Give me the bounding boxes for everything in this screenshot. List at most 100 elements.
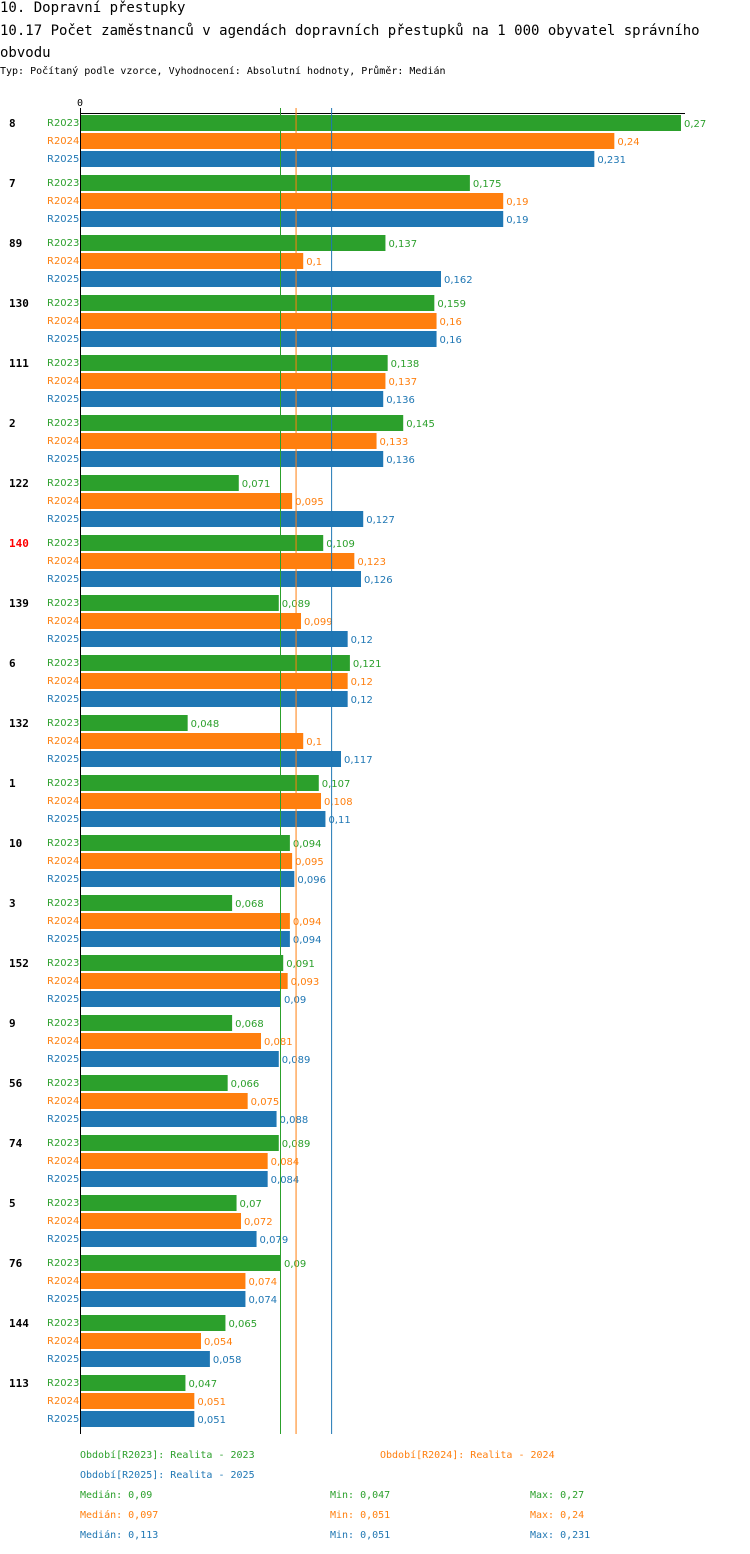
- value-label: 0,1: [306, 257, 322, 268]
- value-label: 0,24: [617, 137, 639, 148]
- bar-R2025-8: [81, 151, 595, 167]
- series-label: R2025: [47, 1114, 79, 1125]
- value-label: 0,095: [295, 497, 324, 508]
- bar-R2023-74: [81, 1135, 279, 1151]
- value-label: 0,066: [231, 1079, 260, 1090]
- bar-R2025-113: [81, 1411, 195, 1427]
- bar-R2025-144: [81, 1351, 210, 1367]
- bar-R2025-3: [81, 931, 290, 947]
- legend-r2023: Období[R2023]: Realita - 2023: [80, 1450, 255, 1461]
- bar-R2023-144: [81, 1315, 226, 1331]
- series-label: R2025: [47, 454, 79, 465]
- series-label: R2024: [47, 1036, 79, 1047]
- value-label: 0,075: [251, 1097, 280, 1108]
- value-label: 0,138: [391, 359, 420, 370]
- series-label: R2024: [47, 736, 79, 747]
- category-label-5: 5: [9, 1197, 16, 1210]
- bar-R2024-74: [81, 1153, 268, 1169]
- series-label: R2024: [47, 496, 79, 507]
- series-label: R2025: [47, 1414, 79, 1425]
- series-label: R2023: [47, 1138, 79, 1149]
- category-label-2: 2: [9, 417, 16, 430]
- series-label: R2023: [47, 898, 79, 909]
- series-label: R2023: [47, 658, 79, 669]
- series-label: R2025: [47, 1294, 79, 1305]
- chart-subtitle: 10.17 Počet zaměstnanců v agendách dopra…: [0, 23, 700, 61]
- series-label: R2024: [47, 1096, 79, 1107]
- value-label: 0,079: [260, 1235, 289, 1246]
- series-label: R2025: [47, 154, 79, 165]
- bar-R2025-130: [81, 331, 437, 347]
- series-label: R2023: [47, 298, 79, 309]
- series-label: R2024: [47, 796, 79, 807]
- series-label: R2024: [47, 436, 79, 447]
- value-label: 0,117: [344, 755, 373, 766]
- series-label: R2023: [47, 778, 79, 789]
- bar-R2025-122: [81, 511, 364, 527]
- value-label: 0,068: [235, 899, 264, 910]
- bar-R2024-140: [81, 553, 355, 569]
- series-label: R2023: [47, 1378, 79, 1389]
- bar-R2023-8: [81, 115, 681, 131]
- value-label: 0,058: [213, 1355, 242, 1366]
- category-label-122: 122: [9, 477, 29, 490]
- bar-R2025-152: [81, 991, 281, 1007]
- bar-R2024-6: [81, 673, 348, 689]
- category-label-9: 9: [9, 1017, 16, 1030]
- bar-R2025-9: [81, 1051, 279, 1067]
- bar-R2023-152: [81, 955, 284, 971]
- category-label-152: 152: [9, 957, 29, 970]
- value-label: 0,12: [351, 695, 373, 706]
- bar-R2025-76: [81, 1291, 246, 1307]
- series-label: R2025: [47, 1174, 79, 1185]
- category-label-89: 89: [9, 237, 22, 250]
- value-label: 0,108: [324, 797, 353, 808]
- series-label: R2025: [47, 754, 79, 765]
- value-label: 0,231: [597, 155, 626, 166]
- series-label: R2023: [47, 538, 79, 549]
- value-label: 0,109: [326, 539, 355, 550]
- bar-R2025-5: [81, 1231, 257, 1247]
- value-label: 0,084: [271, 1157, 300, 1168]
- bar-R2024-56: [81, 1093, 248, 1109]
- value-label: 0,084: [271, 1175, 300, 1186]
- bar-R2023-89: [81, 235, 386, 251]
- bar-R2025-2: [81, 451, 384, 467]
- legend-r2024: Období[R2024]: Realita - 2024: [380, 1450, 555, 1461]
- bar-R2024-130: [81, 313, 437, 329]
- bar-R2025-74: [81, 1171, 268, 1187]
- series-label: R2025: [47, 274, 79, 285]
- series-label: R2023: [47, 238, 79, 249]
- value-label: 0,1: [306, 737, 322, 748]
- min-r2023: Min: 0,047: [330, 1490, 391, 1501]
- category-label-139: 139: [9, 597, 29, 610]
- median-r2023: Medián: 0,09: [80, 1490, 153, 1501]
- series-label: R2024: [47, 136, 79, 147]
- value-label: 0,095: [295, 857, 324, 868]
- series-label: R2023: [47, 478, 79, 489]
- bar-R2023-140: [81, 535, 324, 551]
- value-label: 0,074: [248, 1295, 277, 1306]
- value-label: 0,09: [284, 1259, 306, 1270]
- bar-R2023-6: [81, 655, 350, 671]
- value-label: 0,145: [406, 419, 435, 430]
- bar-R2023-132: [81, 715, 188, 731]
- series-label: R2023: [47, 838, 79, 849]
- value-label: 0,094: [293, 935, 322, 946]
- series-label: R2024: [47, 256, 79, 267]
- series-label: R2023: [47, 358, 79, 369]
- series-label: R2025: [47, 994, 79, 1005]
- value-label: 0,072: [244, 1217, 273, 1228]
- series-label: R2023: [47, 1018, 79, 1029]
- bar-R2024-2: [81, 433, 377, 449]
- bar-R2023-130: [81, 295, 435, 311]
- bar-R2025-10: [81, 871, 295, 887]
- bar-R2024-8: [81, 133, 615, 149]
- value-label: 0,051: [197, 1397, 226, 1408]
- category-label-144: 144: [9, 1317, 29, 1330]
- median-r2025: Medián: 0,113: [80, 1530, 159, 1541]
- value-label: 0,12: [351, 635, 373, 646]
- axis-zero-label: 0: [77, 98, 83, 109]
- bar-R2023-122: [81, 475, 239, 491]
- median-r2024: Medián: 0,097: [80, 1510, 159, 1521]
